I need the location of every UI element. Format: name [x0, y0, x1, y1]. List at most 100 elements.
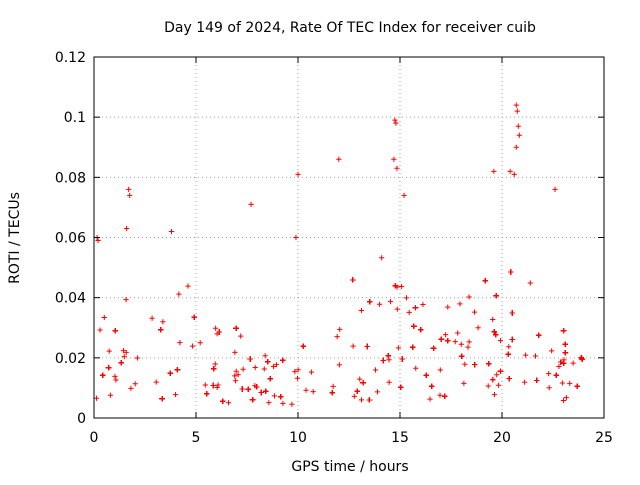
data-point: [292, 368, 298, 375]
data-point: [329, 390, 335, 396]
data-point: [190, 343, 196, 349]
data-point: [172, 391, 179, 398]
data-point: [459, 353, 465, 359]
data-point: [105, 365, 112, 371]
data-point: [267, 375, 273, 382]
data-point: [248, 201, 254, 208]
data-point: [303, 387, 309, 393]
data-point: [410, 344, 416, 350]
y-tick-label-4: 0.08: [55, 170, 86, 186]
data-point: [559, 380, 565, 386]
data-point: [429, 383, 435, 389]
data-point: [497, 368, 504, 374]
data-point: [514, 108, 520, 114]
data-point: [437, 392, 443, 398]
data-point: [513, 102, 519, 108]
data-point: [534, 377, 540, 384]
data-point: [235, 372, 241, 378]
data-point: [366, 397, 373, 403]
data-point: [511, 171, 517, 177]
data-point: [445, 337, 451, 344]
data-point: [337, 326, 343, 333]
x-tick-label-2: 10: [289, 430, 307, 446]
data-point: [126, 186, 132, 192]
data-point: [214, 384, 220, 391]
data-point: [220, 398, 226, 404]
data-point: [455, 330, 461, 336]
data-point: [225, 400, 232, 406]
data-point: [457, 301, 463, 307]
x-tick-label-1: 5: [192, 430, 201, 446]
data-point: [392, 283, 399, 289]
data-point: [567, 380, 573, 386]
data-point: [212, 361, 218, 367]
data-point: [160, 319, 166, 325]
data-point: [376, 301, 383, 307]
data-point: [491, 329, 497, 335]
data-point: [579, 356, 585, 362]
data-point: [358, 397, 365, 403]
data-point: [273, 362, 280, 368]
data-point: [254, 384, 260, 390]
data-point: [562, 349, 569, 356]
data-point: [295, 367, 301, 373]
data-point: [509, 310, 515, 316]
data-point: [367, 299, 373, 305]
data-point: [364, 343, 370, 350]
data-point: [97, 327, 103, 333]
data-point: [420, 301, 426, 308]
data-point: [399, 283, 405, 290]
data-point: [330, 383, 336, 389]
data-point: [354, 388, 360, 394]
data-point: [232, 378, 239, 384]
data-point: [465, 344, 471, 350]
data-point: [153, 379, 159, 385]
data-point: [174, 367, 181, 373]
data-point: [471, 309, 478, 315]
data-point: [112, 328, 118, 334]
data-point: [560, 328, 567, 334]
data-point: [289, 401, 295, 407]
data-point: [280, 357, 286, 363]
data-point: [458, 341, 464, 347]
data-point: [546, 385, 552, 391]
data-point: [134, 355, 141, 361]
data-point: [515, 123, 521, 129]
data-point: [574, 383, 580, 389]
data-point: [386, 357, 392, 363]
data-point: [280, 400, 286, 407]
data-point: [204, 391, 210, 397]
data-point: [232, 373, 238, 379]
data-point: [261, 366, 267, 372]
data-point: [490, 377, 496, 383]
data-point: [506, 375, 512, 382]
y-tick-label-3: 0.06: [55, 231, 86, 247]
data-point: [485, 383, 491, 389]
data-point: [438, 336, 445, 342]
data-point: [372, 367, 379, 373]
data-point: [486, 361, 492, 367]
data-point: [392, 117, 398, 123]
data-point: [403, 295, 410, 301]
x-axis-label: GPS time / hours: [291, 459, 408, 475]
data-point: [310, 389, 316, 395]
data-point: [475, 325, 481, 331]
data-point: [101, 314, 107, 321]
data-point: [552, 186, 558, 192]
data-point: [391, 156, 397, 162]
data-point: [121, 354, 127, 360]
data-point: [412, 305, 419, 311]
data-point: [167, 370, 173, 376]
data-point: [494, 372, 500, 378]
data-point: [527, 280, 533, 286]
data-point: [509, 336, 515, 343]
data-point: [387, 299, 394, 305]
data-point: [445, 304, 451, 310]
data-point: [294, 375, 301, 381]
data-point: [385, 353, 392, 359]
data-point: [507, 168, 513, 174]
data-point: [249, 397, 256, 403]
data-point: [461, 380, 467, 387]
data-point: [215, 382, 221, 388]
